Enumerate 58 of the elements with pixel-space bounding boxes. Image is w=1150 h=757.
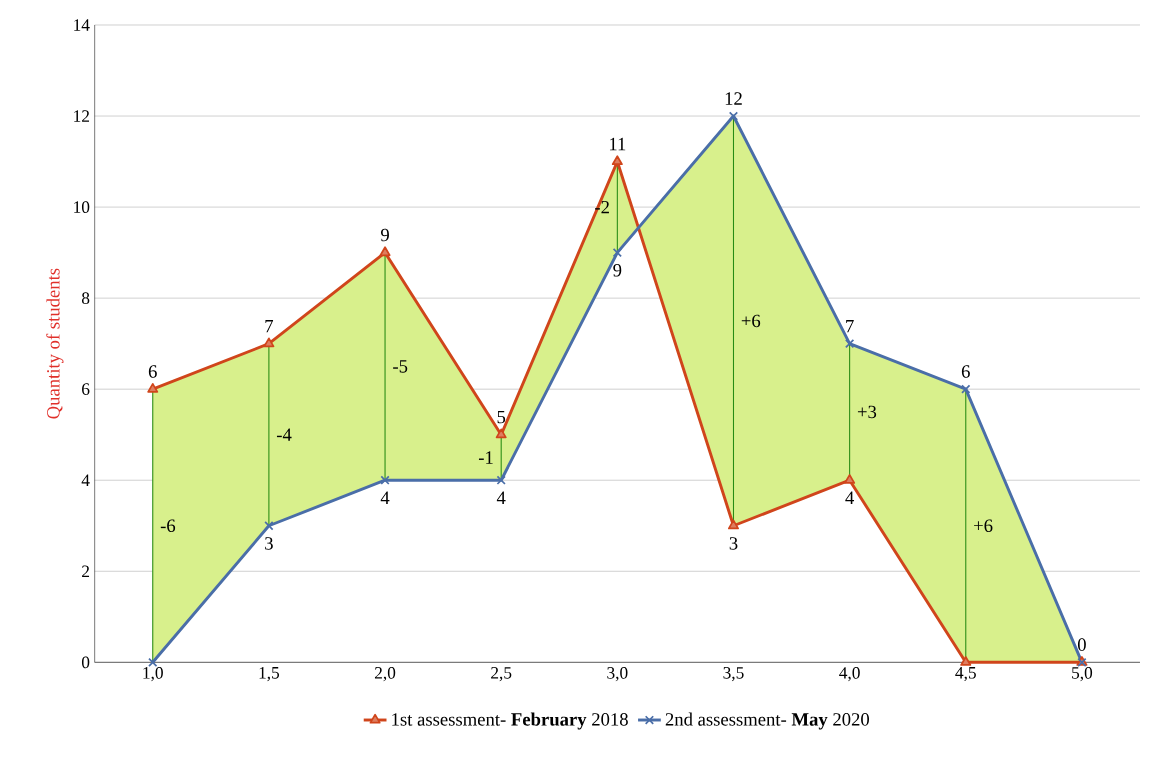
data-label: 9 — [380, 228, 389, 242]
point — [264, 521, 274, 531]
point — [496, 475, 506, 485]
point — [727, 519, 739, 530]
point — [844, 339, 855, 349]
data-label: 4 — [380, 491, 390, 504]
y-tick-label: 0 — [81, 656, 90, 669]
y-tick-label: 4 — [81, 474, 90, 486]
data-label: 3 — [729, 537, 738, 550]
point — [961, 384, 971, 394]
y-tick-label: 8 — [81, 292, 90, 304]
y-tick-label: 2 — [82, 565, 90, 578]
data-label: 3 — [265, 537, 273, 550]
legend-label: 1st assessment- February 2018 — [392, 712, 628, 730]
x-tick-label: 1,0 — [143, 667, 163, 682]
point — [728, 111, 739, 121]
y-tick-label: 14 — [74, 19, 90, 31]
point — [147, 382, 159, 393]
y-tick-label: 6 — [82, 383, 90, 395]
point — [612, 247, 622, 258]
point — [148, 657, 158, 667]
x-tick-label: 3,0 — [607, 667, 628, 682]
point — [379, 246, 391, 257]
point — [380, 475, 390, 485]
annotation: -5 — [393, 360, 408, 373]
point — [844, 474, 856, 484]
annotation: -4 — [276, 428, 292, 441]
x-tick-label: 5,0 — [1072, 667, 1093, 682]
y-tick-label: 10 — [74, 201, 90, 213]
data-label: 5 — [497, 410, 506, 424]
data-label: 6 — [961, 365, 970, 378]
data-label: 6 — [148, 365, 157, 378]
data-label: 11 — [609, 137, 626, 151]
y-tick-label: 12 — [74, 110, 90, 122]
annotation: +6 — [974, 519, 993, 533]
annotation: +3 — [857, 405, 877, 419]
point — [611, 155, 623, 166]
data-label: 7 — [846, 320, 854, 333]
annotation: +6 — [741, 314, 761, 328]
x-tick-label: 1,5 — [259, 667, 280, 682]
point — [960, 656, 972, 666]
data-label: 12 — [725, 92, 742, 105]
data-label: 4 — [845, 491, 855, 504]
x-tick-label: 4,5 — [955, 667, 976, 682]
data-label: 7 — [265, 320, 274, 333]
x-tick-label: 4,0 — [839, 667, 860, 682]
point — [263, 337, 275, 348]
data-label: 9 — [613, 263, 622, 277]
legend-label: 2nd assessment- May 2020 — [665, 712, 870, 730]
x-tick-label: 3,5 — [723, 667, 744, 682]
point — [495, 428, 507, 439]
annotation: -1 — [478, 451, 493, 464]
x-tick-label: 2,5 — [491, 667, 512, 682]
x-tick-label: 2,0 — [374, 667, 396, 682]
data-label: 4 — [496, 491, 506, 504]
data-label: 0 — [1077, 638, 1086, 651]
annotation: -6 — [160, 519, 176, 533]
y-axis-title: Quantity of students — [46, 268, 64, 419]
